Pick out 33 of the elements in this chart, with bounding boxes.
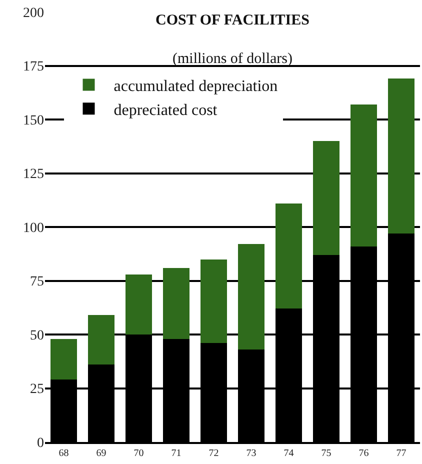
y-tick-label: 50: [30, 328, 44, 344]
bar: [50, 338, 77, 380]
x-tick-label: 73: [246, 448, 256, 459]
x-tick-label: 68: [58, 448, 69, 459]
bar: [388, 78, 414, 234]
x-tick-label: 74: [284, 448, 294, 459]
text: (millions of dollars): [172, 50, 292, 67]
y-tick-label: 150: [23, 113, 44, 128]
y-tick-label: 200: [23, 6, 44, 21]
y-tick-label: 100: [23, 220, 44, 236]
x-tick-label: 71: [171, 448, 182, 459]
y-tick-label: 75: [30, 274, 44, 290]
y-tick-label: 25: [30, 382, 44, 398]
x-tick-label: 77: [396, 448, 406, 459]
bar: [276, 203, 302, 309]
bar: [200, 259, 227, 344]
bar: [88, 315, 114, 365]
y-tick-label: 175: [23, 60, 44, 75]
chart-title: COST OF FACILITIES: [156, 12, 310, 28]
bar: [126, 274, 152, 334]
x-tick-label: 70: [134, 448, 144, 459]
y-tick-label: 125: [23, 167, 44, 182]
bar: [163, 268, 190, 339]
legend-label: accumulated depreciation: [114, 78, 278, 96]
x-tick-label: 72: [208, 448, 219, 459]
legend-label: depreciated cost: [114, 102, 218, 119]
bar: [238, 244, 264, 350]
bar: [350, 104, 377, 246]
y-tick-label: 0: [37, 436, 44, 451]
x-tick-label: 76: [358, 448, 369, 459]
bar: [313, 141, 340, 255]
x-tick-label: 75: [321, 448, 332, 459]
x-tick-label: 69: [96, 448, 106, 459]
